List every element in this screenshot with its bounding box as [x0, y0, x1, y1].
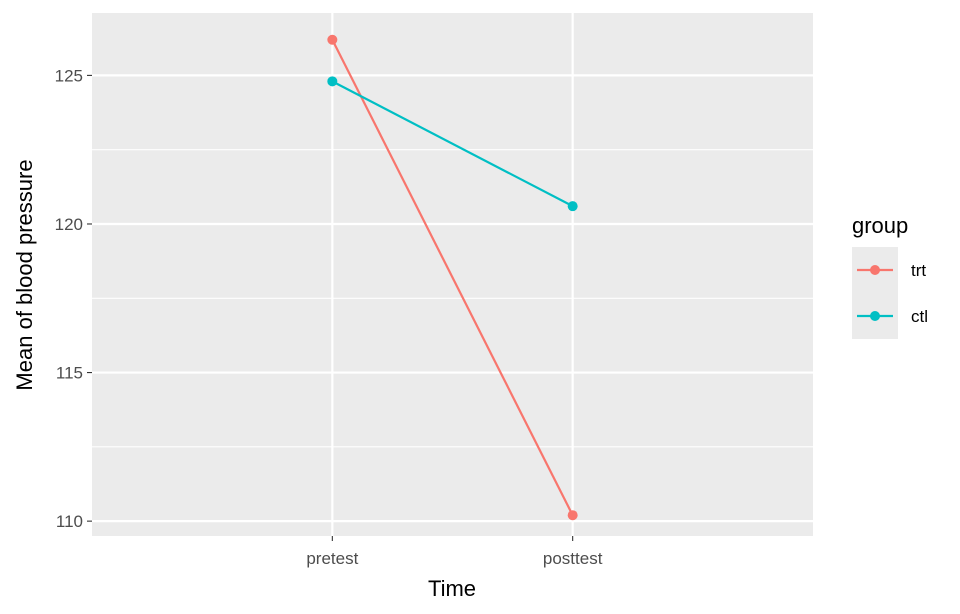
- legend-title: group: [852, 213, 908, 238]
- series-line-ctl: [331, 80, 574, 208]
- series-trt: [327, 34, 578, 521]
- data-point-trt: [567, 510, 578, 521]
- y-axis-title: Mean of blood pressure: [12, 159, 37, 390]
- legend-item-ctl: ctl: [852, 293, 928, 339]
- x-axis-title: Time: [428, 576, 476, 601]
- y-tick-label: 110: [56, 512, 83, 531]
- y-tick-label: 115: [56, 364, 83, 383]
- legend-item-trt: trt: [852, 247, 926, 293]
- y-tick-label: 120: [55, 215, 83, 234]
- data-point-ctl: [567, 201, 578, 212]
- legend: group trt ctl: [852, 213, 928, 339]
- series-layer: [327, 34, 578, 521]
- x-axis: pretest posttest: [306, 536, 603, 568]
- legend-items: trt ctl: [852, 247, 928, 339]
- series-ctl: [327, 76, 578, 212]
- x-tick-label: posttest: [543, 549, 603, 568]
- series-line-trt: [331, 39, 574, 516]
- legend-key-point: [870, 265, 880, 275]
- major-gridlines: [92, 13, 813, 536]
- legend-label: trt: [911, 261, 926, 280]
- y-tick-label: 125: [55, 66, 83, 85]
- minor-gridlines: [92, 149, 813, 448]
- data-point-ctl: [327, 76, 338, 87]
- data-point-trt: [327, 34, 338, 45]
- x-tick-label: pretest: [306, 549, 358, 568]
- plot-panel: [92, 13, 813, 536]
- y-axis: 110 115 120 125: [55, 66, 92, 531]
- legend-key-point: [870, 311, 880, 321]
- legend-label: ctl: [911, 307, 928, 326]
